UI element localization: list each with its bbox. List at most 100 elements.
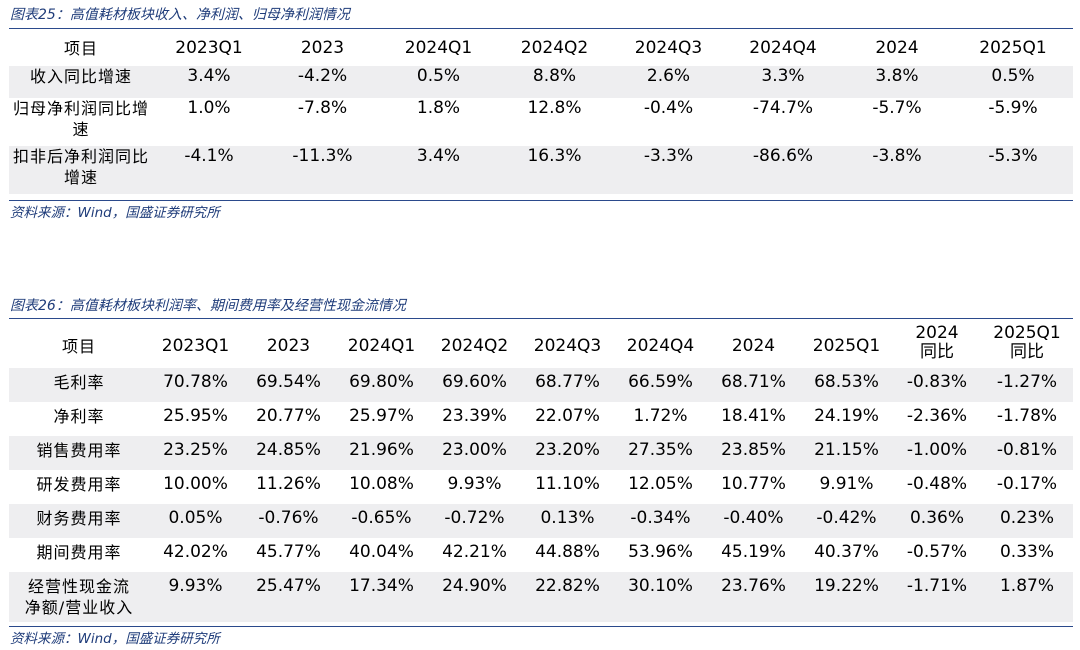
cell: 0.5% (380, 66, 497, 98)
cell: -1.78% (996, 406, 1058, 426)
cell: -0.81% (981, 436, 1073, 470)
header-2024: 2024 (731, 335, 776, 356)
cell: -11.3% (265, 146, 380, 194)
cell: -0.72% (428, 504, 521, 538)
cell: 70.78% (149, 368, 242, 402)
header-2023: 2023 (266, 335, 311, 356)
cell: 2.6% (612, 66, 725, 98)
cell: -86.6% (725, 146, 841, 194)
cell: 68.77% (521, 368, 614, 402)
cell: 0.5% (953, 66, 1073, 98)
cell: 69.60% (428, 368, 521, 402)
cell: 11.10% (535, 474, 600, 494)
cell: -0.83% (893, 368, 981, 402)
cell: 0.36% (893, 504, 981, 538)
table-row: 销售费用率 23.25% 24.85% 21.96% 23.00% 23.20% 27.35… (9, 436, 1073, 470)
cell: 45.77% (256, 542, 321, 562)
header-item: 项目 (63, 39, 98, 58)
cell: 0.33% (999, 542, 1054, 562)
table-row: 净利率 25.95% 20.77% 25.97% 23.39% 22.07% 1.72% 18… (9, 402, 1073, 436)
cell: 22.82% (521, 572, 614, 622)
table26-top-rule (9, 318, 1073, 319)
cell: -1.00% (893, 436, 981, 470)
cell: 69.54% (242, 368, 335, 402)
row-label: 期间费用率 (36, 543, 122, 562)
header-2024q4: 2024Q4 (626, 335, 695, 356)
cell: 10.00% (163, 474, 228, 494)
cell: 23.00% (428, 436, 521, 470)
cell: 3.8% (841, 66, 953, 98)
cell: 25.47% (242, 572, 335, 622)
table26-body: 毛利率 70.78% 69.54% 69.80% 69.60% 68.77% 66.59% 6… (9, 368, 1073, 622)
row-label: 研发费用率 (36, 475, 122, 494)
cell: 40.04% (349, 542, 414, 562)
cell: 17.34% (335, 572, 428, 622)
cell: -0.17% (996, 474, 1058, 494)
cell: 27.35% (614, 436, 707, 470)
cell: 24.85% (242, 436, 335, 470)
table25-top-rule (9, 28, 1073, 29)
cell: -5.7% (872, 98, 922, 118)
cell: -5.3% (953, 146, 1073, 194)
cell: 24.90% (428, 572, 521, 622)
cell: 21.15% (800, 436, 893, 470)
header-2024q3: 2024Q3 (634, 38, 703, 58)
cell: 66.59% (614, 368, 707, 402)
header-2024-yoy: 2024 同比 (915, 323, 959, 362)
header-2024q2: 2024Q2 (520, 38, 589, 58)
cell: 53.96% (628, 542, 693, 562)
cell: 23.20% (521, 436, 614, 470)
table-row: 经营性现金流 净额/营业收入 9.93% 25.47% 17.34% 24.90% 22.8… (9, 572, 1073, 622)
header-2023q1: 2023Q1 (175, 38, 243, 58)
cell: 68.53% (800, 368, 893, 402)
cell: 69.80% (335, 368, 428, 402)
cell: 23.85% (707, 436, 800, 470)
cell: 9.93% (149, 572, 242, 622)
cell: -0.76% (242, 504, 335, 538)
cell: 40.37% (814, 542, 879, 562)
cell: -0.40% (707, 504, 800, 538)
table25: 项目 2023Q1 2023 2024Q1 2024Q2 2024Q3 2024… (9, 38, 1073, 194)
table-row: 研发费用率 10.00% 11.26% 10.08% 9.93% 11.10% 12.05%… (9, 470, 1073, 504)
header-2024q4: 2024Q4 (749, 38, 817, 58)
row-label: 销售费用率 (9, 436, 149, 470)
header-2025q1: 2025Q1 (979, 38, 1047, 58)
cell: 25.95% (163, 406, 228, 426)
header-2024q1: 2024Q1 (404, 38, 473, 58)
cell: 1.8% (416, 98, 461, 118)
cell: -7.8% (297, 98, 348, 118)
row-label: 归母净利润同比增速 (12, 99, 149, 139)
table-row: 归母净利润同比增速 1.0% -7.8% 1.8% 12.8% -0.4% -7… (9, 98, 1073, 146)
cell: 42.02% (163, 542, 228, 562)
cell: 20.77% (256, 406, 321, 426)
cell: 1.87% (981, 572, 1073, 622)
cell: -0.4% (643, 98, 694, 118)
cell: 23.39% (442, 406, 507, 426)
cell: 16.3% (497, 146, 612, 194)
cell: 44.88% (535, 542, 600, 562)
table-row: 扣非后净利润同比 增速 -4.1% -11.3% 3.4% 16.3% -3.3%… (9, 146, 1073, 194)
cell: -3.3% (612, 146, 725, 194)
cell: -1.71% (893, 572, 981, 622)
cell: -2.36% (906, 406, 968, 426)
table25-source: 资料来源：Wind，国盛证券研究所 (10, 205, 220, 221)
table26-caption: 图表26：高值耗材板块利润率、期间费用率及经营性现金流情况 (10, 298, 406, 314)
cell: -4.1% (153, 146, 265, 194)
cell: 1.72% (633, 406, 688, 426)
row-label: 财务费用率 (9, 504, 149, 538)
table-row: 毛利率 70.78% 69.54% 69.80% 69.60% 68.77% 66.59% 6… (9, 368, 1073, 402)
header-2023: 2023 (300, 38, 345, 58)
cell: 1.0% (187, 98, 231, 118)
cell: -4.2% (265, 66, 380, 98)
row-label: 扣非后净利润同比 增速 (9, 146, 153, 194)
cell: 3.4% (153, 66, 265, 98)
cell: -0.57% (906, 542, 968, 562)
cell: 9.93% (447, 474, 502, 494)
cell: 68.71% (707, 368, 800, 402)
cell: 22.07% (535, 406, 600, 426)
cell: 0.05% (149, 504, 242, 538)
table-row: 财务费用率 0.05% -0.76% -0.65% -0.72% 0.13% -0.34% -… (9, 504, 1073, 538)
cell: -5.9% (988, 98, 1038, 118)
cell: 45.19% (721, 542, 786, 562)
table-row: 收入同比增速 3.4% -4.2% 0.5% 8.8% 2.6% 3.3% 3.… (9, 66, 1073, 98)
